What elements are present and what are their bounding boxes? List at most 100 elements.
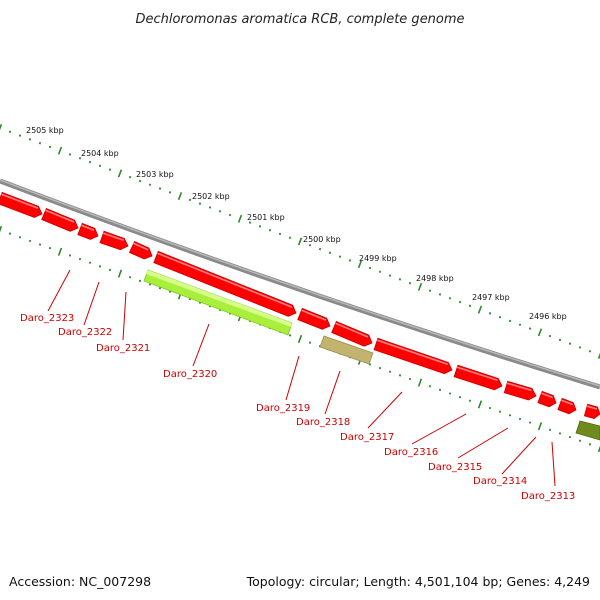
gene-arrow-highlight	[541, 392, 553, 399]
kbp-label: 2500 kbp	[303, 235, 341, 244]
leader-line	[501, 436, 537, 475]
outer-minor-tick	[308, 243, 312, 247]
outer-tick-track	[0, 124, 600, 359]
outer-minor-tick	[568, 342, 572, 345]
gene-arrow[interactable]	[0, 191, 43, 218]
gene-track	[0, 191, 600, 420]
outer-major-tick	[477, 305, 483, 314]
outer-minor-tick	[48, 145, 52, 149]
gene-arrow-highlight	[103, 232, 124, 242]
gene-arrow[interactable]	[453, 364, 503, 391]
feature-bar-lime-highlight	[146, 270, 292, 327]
gene-arrow[interactable]	[41, 207, 79, 232]
gene-arrow[interactable]	[99, 230, 129, 251]
inner-major-tick	[0, 225, 3, 233]
inner-minor-tick	[48, 246, 52, 250]
gene-label-daro-2314[interactable]: Daro_2314	[473, 476, 527, 487]
gene-arrow-highlight	[1, 193, 39, 209]
gene-label-daro-2321[interactable]: Daro_2321	[96, 343, 150, 354]
gene-arrow[interactable]	[557, 397, 577, 415]
gene-label-daro-2323[interactable]: Daro_2323	[20, 313, 74, 324]
gene-arrow[interactable]	[537, 390, 557, 408]
kbp-label: 2501 kbp	[247, 213, 285, 222]
gene-label-daro-2317[interactable]: Daro_2317	[340, 432, 394, 443]
gene-arrow[interactable]	[77, 222, 99, 240]
inner-minor-tick	[368, 363, 372, 366]
outer-major-tick	[237, 214, 243, 223]
gene-arrow-highlight	[456, 366, 498, 382]
inner-minor-tick	[8, 232, 12, 235]
inner-minor-tick	[18, 236, 22, 239]
genome-backbone	[0, 178, 600, 390]
inner-minor-tick	[158, 286, 162, 290]
outer-minor-tick	[278, 232, 282, 236]
inner-minor-tick	[498, 410, 502, 413]
outer-minor-tick	[8, 130, 12, 134]
outer-minor-tick	[528, 327, 532, 330]
leader-line	[551, 441, 556, 487]
outer-minor-tick	[448, 296, 452, 300]
inner-minor-tick	[568, 435, 572, 439]
gene-label-daro-2318[interactable]: Daro_2318	[296, 417, 350, 428]
gene-arrow-highlight	[586, 405, 598, 410]
outer-minor-tick	[158, 187, 162, 190]
inner-minor-tick	[148, 283, 152, 286]
inner-major-tick	[57, 247, 63, 256]
outer-minor-tick	[428, 289, 432, 292]
feature-bar-tan	[319, 335, 374, 365]
inner-minor-tick	[38, 243, 42, 246]
leader-line	[324, 370, 341, 415]
inner-minor-tick	[98, 265, 102, 268]
leader-line	[192, 323, 210, 367]
gene-label-daro-2320[interactable]: Daro_2320	[163, 369, 217, 380]
inner-minor-tick	[468, 399, 472, 402]
leader-line	[47, 269, 71, 312]
gene-label-daro-2315[interactable]: Daro_2315	[428, 462, 482, 473]
gene-arrow[interactable]	[503, 380, 537, 401]
kbp-label: 2496 kbp	[529, 312, 567, 321]
inner-minor-tick	[398, 374, 402, 377]
gene-label-daro-2319[interactable]: Daro_2319	[256, 403, 310, 414]
gene-arrow[interactable]	[583, 403, 600, 420]
kbp-label: 2498 kbp	[416, 274, 454, 283]
leader-line	[83, 281, 100, 326]
genome-backbone-highlight	[0, 179, 600, 387]
gene-label-daro-2316[interactable]: Daro_2316	[384, 447, 438, 458]
inner-major-tick	[297, 334, 303, 344]
outer-minor-tick	[318, 247, 322, 251]
inner-minor-tick	[518, 417, 522, 421]
outer-minor-tick	[218, 209, 222, 213]
gene-arrow-highlight	[506, 382, 532, 392]
outer-major-tick	[0, 124, 3, 131]
gene-label-daro-2322[interactable]: Daro_2322	[58, 327, 112, 338]
gene-arrow[interactable]	[297, 307, 331, 330]
outer-minor-tick	[508, 319, 512, 323]
gene-arrow-highlight	[45, 209, 75, 223]
gene-arrow[interactable]	[331, 320, 373, 347]
inner-minor-tick	[458, 395, 462, 399]
gene-label-daro-2313[interactable]: Daro_2313	[521, 491, 575, 502]
gene-arrow[interactable]	[373, 337, 453, 375]
outer-minor-tick	[108, 168, 112, 171]
leader-line	[122, 291, 127, 341]
accession-text: Accession: NC_007298	[9, 574, 151, 589]
outer-minor-tick	[188, 198, 192, 202]
outer-major-tick	[117, 169, 123, 178]
gene-arrow[interactable]	[128, 240, 153, 260]
feature-bars	[143, 269, 600, 441]
gene-arrow[interactable]	[153, 250, 297, 317]
kbp-label: 2499 kbp	[359, 254, 397, 263]
outer-minor-tick	[438, 293, 442, 296]
outer-minor-tick	[558, 338, 562, 342]
inner-major-tick	[417, 378, 423, 387]
inner-major-tick	[537, 422, 543, 431]
gene-arrow-highlight	[133, 242, 149, 251]
inner-minor-tick	[88, 261, 92, 264]
inner-minor-tick	[588, 443, 592, 446]
outer-major-tick	[57, 146, 63, 155]
inner-minor-tick	[448, 392, 452, 395]
kbp-label: 2502 kbp	[192, 192, 230, 201]
outer-minor-tick	[128, 175, 132, 179]
outer-minor-tick	[28, 138, 32, 141]
